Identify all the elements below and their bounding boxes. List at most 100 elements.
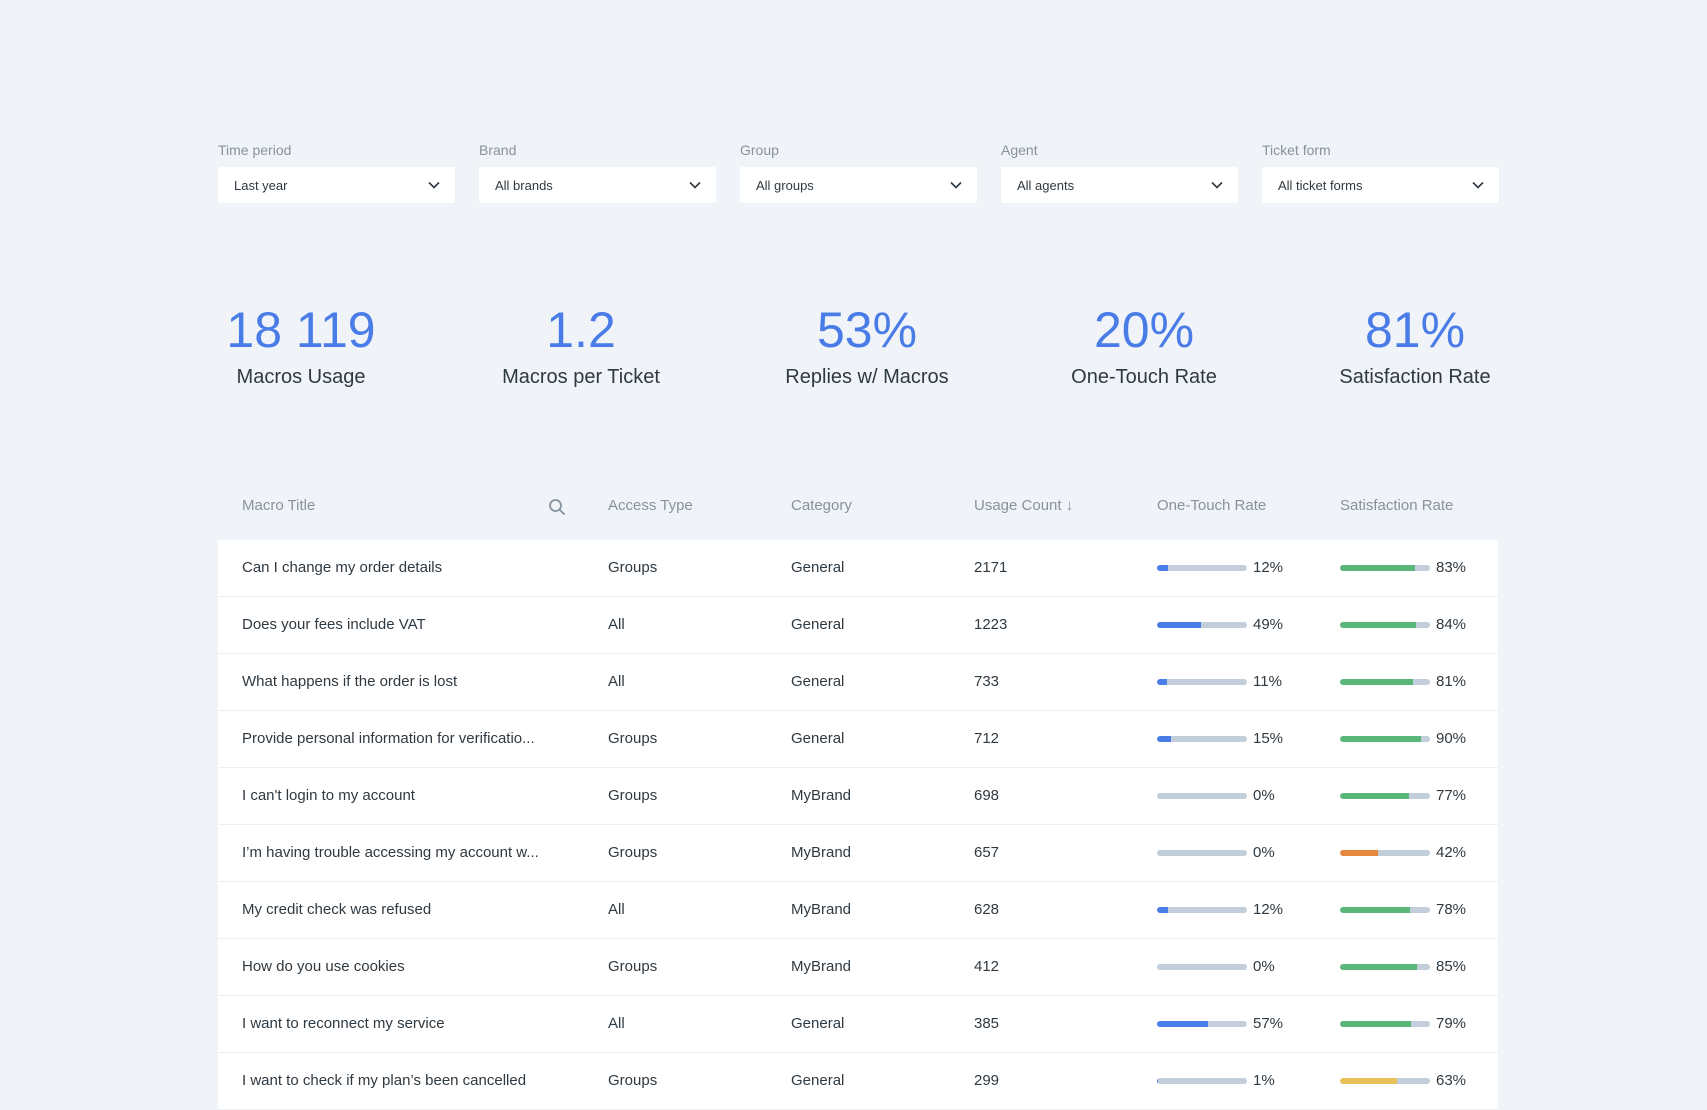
column-header-usage[interactable]: Usage Count ↓ [974, 497, 1074, 514]
column-header-title[interactable]: Macro Title [242, 497, 316, 514]
table-row[interactable]: What happens if the order is lost All Ge… [218, 654, 1498, 711]
satisfaction-value: 79% [1436, 1015, 1467, 1032]
one-touch-value: 0% [1253, 958, 1275, 975]
column-header-satisfaction[interactable]: Satisfaction Rate [1340, 497, 1454, 514]
table-row[interactable]: I want to reconnect my service All Gener… [218, 996, 1498, 1053]
filter-label: Time period [218, 142, 292, 158]
column-header-one-touch[interactable]: One-Touch Rate [1157, 497, 1267, 514]
chevron-down-icon [949, 178, 963, 192]
category: General [791, 1015, 845, 1032]
macro-title[interactable]: My credit check was refused [242, 901, 432, 918]
filter-label: Brand [479, 142, 517, 158]
satisfaction-bar [1340, 565, 1430, 571]
satisfaction-value: 84% [1436, 616, 1467, 633]
macro-title[interactable]: What happens if the order is lost [242, 673, 458, 690]
kpi-one-touch-rate: 20% One-Touch Rate [1071, 298, 1217, 390]
one-touch-bar [1157, 907, 1247, 913]
filter-value: All agents [1017, 177, 1075, 193]
one-touch-bar [1157, 1021, 1247, 1027]
access-type: All [608, 901, 625, 918]
satisfaction-rate: 90% [1340, 711, 1466, 767]
category: MyBrand [791, 958, 852, 975]
filter-label: Group [740, 142, 779, 158]
table-row[interactable]: I want to check if my plan’s been cancel… [218, 1053, 1498, 1110]
satisfaction-rate: 79% [1340, 996, 1466, 1052]
kpi-replies-with-macros: 53% Replies w/ Macros [785, 298, 948, 390]
macro-title[interactable]: I want to reconnect my service [242, 1015, 445, 1032]
table-row[interactable]: Does your fees include VAT All General 1… [218, 597, 1498, 654]
access-type: Groups [608, 844, 658, 861]
usage-count: 628 [974, 901, 1000, 918]
satisfaction-rate: 42% [1340, 825, 1466, 881]
filter-brand: Brand All brands [479, 142, 716, 203]
one-touch-value: 0% [1253, 844, 1275, 861]
table-body: Can I change my order details Groups Gen… [218, 540, 1498, 1110]
kpi-value: 1.2 [546, 302, 616, 358]
one-touch-rate: 1% [1157, 1053, 1275, 1109]
table-header: Macro Title Access Type Category Usage C… [218, 488, 1498, 540]
one-touch-rate: 49% [1157, 597, 1283, 653]
agent-select[interactable]: All agents [1001, 167, 1238, 203]
table-row[interactable]: Can I change my order details Groups Gen… [218, 540, 1498, 597]
kpi-label: Replies w/ Macros [785, 366, 949, 388]
one-touch-bar [1157, 964, 1247, 970]
satisfaction-value: 83% [1436, 559, 1467, 576]
macro-title[interactable]: I can't login to my account [242, 787, 415, 804]
access-type: Groups [608, 730, 658, 747]
category: General [791, 616, 845, 633]
access-type: All [608, 1015, 625, 1032]
access-type: All [608, 673, 625, 690]
satisfaction-value: 85% [1436, 958, 1467, 975]
column-header-access[interactable]: Access Type [608, 497, 693, 514]
filter-value: All ticket forms [1278, 177, 1363, 193]
one-touch-value: 57% [1253, 1015, 1284, 1032]
chevron-down-icon [1471, 178, 1485, 192]
one-touch-rate: 57% [1157, 996, 1283, 1052]
filter-agent: Agent All agents [1001, 142, 1238, 203]
kpi-label: One-Touch Rate [1071, 366, 1217, 388]
ticket-form-select[interactable]: All ticket forms [1262, 167, 1499, 203]
macro-title[interactable]: I want to check if my plan’s been cancel… [242, 1072, 527, 1089]
one-touch-bar [1157, 736, 1247, 742]
one-touch-bar-fill [1157, 907, 1168, 913]
satisfaction-bar-fill [1340, 565, 1415, 571]
table-row[interactable]: Provide personal information for verific… [218, 711, 1498, 768]
access-type: Groups [608, 958, 658, 975]
satisfaction-rate: 83% [1340, 540, 1466, 596]
search-icon[interactable] [548, 498, 566, 516]
column-header-category[interactable]: Category [791, 497, 852, 514]
category: General [791, 559, 845, 576]
kpi-label: Macros Usage [236, 366, 366, 388]
brand-select[interactable]: All brands [479, 167, 716, 203]
macro-title[interactable]: Can I change my order details [242, 559, 443, 576]
satisfaction-bar-fill [1340, 736, 1421, 742]
usage-count: 1223 [974, 616, 1008, 633]
time-period-select[interactable]: Last year [218, 167, 455, 203]
satisfaction-rate: 81% [1340, 654, 1466, 710]
one-touch-value: 0% [1253, 787, 1275, 804]
one-touch-rate: 12% [1157, 882, 1283, 938]
filter-value: All brands [495, 177, 553, 193]
table-row[interactable]: I’m having trouble accessing my account … [218, 825, 1498, 882]
table-row[interactable]: My credit check was refused All MyBrand … [218, 882, 1498, 939]
macro-title[interactable]: How do you use cookies [242, 958, 405, 975]
satisfaction-bar [1340, 1078, 1430, 1084]
filter-label: Agent [1001, 142, 1038, 158]
one-touch-bar-fill [1157, 622, 1202, 628]
one-touch-bar-fill [1157, 679, 1167, 685]
category: General [791, 1072, 845, 1089]
one-touch-bar-fill [1157, 1021, 1209, 1027]
kpi-label: Macros per Ticket [502, 366, 660, 388]
satisfaction-bar-fill [1340, 622, 1416, 628]
usage-count: 299 [974, 1072, 1000, 1089]
group-select[interactable]: All groups [740, 167, 977, 203]
kpi-value: 53% [816, 302, 918, 358]
macro-title[interactable]: Provide personal information for verific… [242, 730, 535, 747]
usage-count: 2171 [974, 559, 1008, 576]
one-touch-bar [1157, 793, 1247, 799]
macro-title[interactable]: I’m having trouble accessing my account … [242, 844, 539, 861]
macro-title[interactable]: Does your fees include VAT [242, 616, 426, 633]
access-type: Groups [608, 1072, 658, 1089]
table-row[interactable]: How do you use cookies Groups MyBrand 41… [218, 939, 1498, 996]
table-row[interactable]: I can't login to my account Groups MyBra… [218, 768, 1498, 825]
